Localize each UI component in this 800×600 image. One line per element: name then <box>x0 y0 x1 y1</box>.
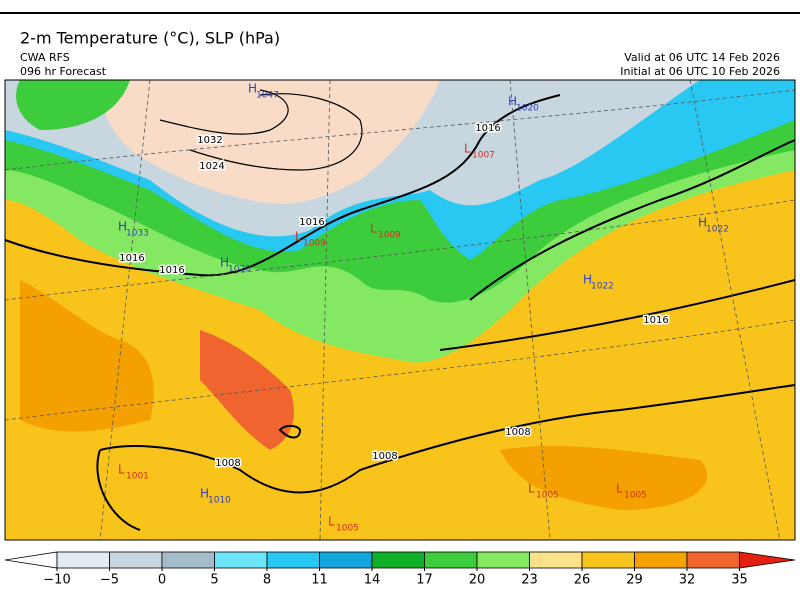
colorbar-swatch <box>581 551 635 569</box>
hot-field <box>200 330 294 450</box>
colorbar-tick-label: 8 <box>263 573 271 588</box>
colorbar-swatch <box>161 551 215 569</box>
center-kind: H <box>508 95 517 109</box>
colorbar-swatch <box>634 551 688 569</box>
isobar-label: 1032 <box>197 135 222 146</box>
colorbar-tick-label: 23 <box>521 573 538 588</box>
colorbar-under <box>4 551 58 569</box>
colorbar-tick-label: 32 <box>679 573 696 588</box>
colorbar: −10 −5 0 5 8 11 14 17 20 23 26 29 32 35 <box>4 551 796 588</box>
isobar-label: 1016 <box>299 217 324 228</box>
isobar-label: 1016 <box>475 123 500 134</box>
center-kind: H <box>248 82 257 96</box>
center-kind: L <box>328 515 335 529</box>
center-value: 1022 <box>706 225 729 235</box>
colorbar-tick-label: −10 <box>43 573 70 588</box>
warm-field-west <box>20 280 154 432</box>
center-value: 1005 <box>336 524 359 534</box>
center-kind: H <box>220 256 229 270</box>
colorbar-over <box>739 551 796 569</box>
map-frame <box>4 79 796 541</box>
center-value: 1009 <box>303 239 326 249</box>
center-value: 1005 <box>536 491 559 501</box>
colorbar-tick-label: 14 <box>364 573 381 588</box>
isobar-label: 1024 <box>199 161 224 172</box>
center-value: 1033 <box>126 229 149 239</box>
initial-time: Initial at 06 UTC 10 Feb 2026 <box>620 65 780 78</box>
center-value: 1020 <box>228 265 251 275</box>
colorbar-tick-label: 0 <box>158 573 166 588</box>
isobars <box>5 89 795 531</box>
center-kind: H <box>583 273 592 287</box>
center-kind: L <box>528 482 535 496</box>
graticule <box>5 80 795 540</box>
center-kind: L <box>295 230 302 244</box>
colorbar-tick-label: 20 <box>469 573 486 588</box>
colorbar-swatch <box>371 551 425 569</box>
center-value: 1009 <box>378 231 401 241</box>
colorbar-tick-label: 17 <box>416 573 433 588</box>
valid-time: Valid at 06 UTC 14 Feb 2026 <box>624 51 780 64</box>
colorbar-swatch <box>686 551 740 569</box>
isobar-label: 1008 <box>505 427 530 438</box>
isobar-label: 1016 <box>643 315 668 326</box>
colorbar-swatch <box>109 551 163 569</box>
center-kind: L <box>616 482 623 496</box>
title: 2-m Temperature (°C), SLP (hPa) <box>20 29 280 48</box>
center-value: 1010 <box>208 496 231 506</box>
center-value: 1022 <box>591 282 614 292</box>
center-value: 1001 <box>126 472 149 482</box>
center-kind: H <box>698 216 707 230</box>
colorbar-swatch <box>424 551 478 569</box>
colorbar-tick-label: 29 <box>626 573 643 588</box>
colorbar-swatch <box>476 551 530 569</box>
center-kind: H <box>200 487 209 501</box>
colorbar-tick-label: −5 <box>100 573 119 588</box>
center-kind: L <box>464 142 471 156</box>
colorbar-tick-label: 5 <box>210 573 218 588</box>
center-value: 1020 <box>516 104 539 114</box>
center-value: 1007 <box>472 151 495 161</box>
colorbar-tick-label: 26 <box>574 573 591 588</box>
isobar-label: 1008 <box>215 458 240 469</box>
colorbar-swatch <box>266 551 320 569</box>
model: CWA RFS <box>20 51 70 64</box>
center-value: 1005 <box>624 491 647 501</box>
colorbar-tick-label: 11 <box>311 573 328 588</box>
isobar-label: 1016 <box>159 265 184 276</box>
center-kind: L <box>370 222 377 236</box>
isobar-label: 1008 <box>372 451 397 462</box>
center-value: 1047 <box>256 91 279 101</box>
colorbar-swatch <box>214 551 268 569</box>
colorbar-swatch <box>56 551 110 569</box>
colorbar-tick-label: 35 <box>731 573 748 588</box>
center-kind: H <box>118 220 127 234</box>
warm-field-east <box>500 445 708 510</box>
forecast: 096 hr Forecast <box>20 65 107 78</box>
colorbar-swatch <box>319 551 373 569</box>
isobar-label: 1016 <box>119 253 144 264</box>
colorbar-swatch <box>529 551 583 569</box>
cool-field-nw <box>16 80 131 130</box>
center-kind: L <box>118 463 125 477</box>
